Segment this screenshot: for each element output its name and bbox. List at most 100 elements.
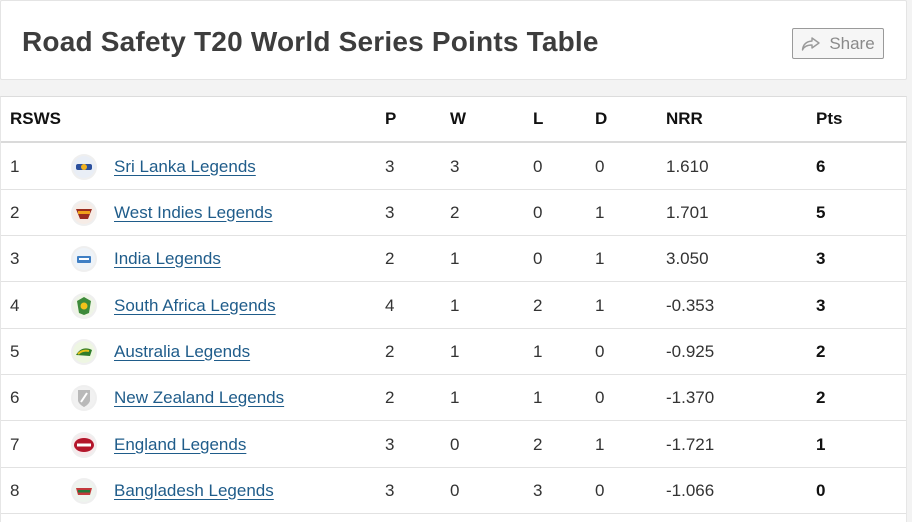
draw-cell: 1: [595, 295, 605, 315]
won-cell: 1: [450, 341, 460, 361]
team-logo-icon: [71, 431, 97, 458]
team-name-cell: England Legends: [114, 422, 246, 467]
won-cell: 1: [450, 387, 460, 407]
table-header-row: RSWS P W L D NRR Pts: [1, 97, 906, 143]
rank-cell: 5: [10, 341, 20, 361]
nrr-cell: 1.610: [666, 156, 709, 176]
team-name-cell: India Legends: [114, 236, 221, 281]
won-cell: 3: [450, 156, 460, 176]
played-cell: 3: [385, 202, 395, 222]
rank-cell: 3: [10, 248, 20, 268]
nrr-cell: -0.925: [666, 341, 715, 361]
rank-cell: 8: [10, 480, 20, 500]
won-cell: 0: [450, 434, 460, 454]
column-header-rank[interactable]: RSWS: [10, 109, 61, 128]
won-cell: 0: [450, 480, 460, 500]
points-cell: 5: [816, 202, 826, 222]
share-label: Share: [829, 33, 875, 53]
team-name-cell: West Indies Legends: [114, 190, 272, 235]
team-logo-icon: [71, 292, 97, 319]
page-title: Road Safety T20 World Series Points Tabl…: [22, 26, 599, 57]
draw-cell: 0: [595, 480, 605, 500]
lost-cell: 1: [533, 387, 543, 407]
table-row: 6 New Zealand Legends 2 1 1 0 -1.370 2: [1, 375, 906, 421]
rank-cell: 2: [10, 202, 20, 222]
won-cell: 1: [450, 248, 460, 268]
draw-cell: 1: [595, 202, 605, 222]
nrr-cell: 3.050: [666, 248, 709, 268]
table-row: 8 Bangladesh Legends 3 0 3 0 -1.066 0: [1, 468, 906, 514]
column-header-played[interactable]: P: [385, 109, 397, 128]
team-link[interactable]: South Africa Legends: [114, 295, 276, 315]
rank-cell: 6: [10, 387, 20, 407]
team-logo-icon: [71, 338, 97, 365]
played-cell: 2: [385, 341, 395, 361]
team-logo-icon: [71, 245, 97, 272]
team-logo-icon: [71, 153, 97, 180]
lost-cell: 0: [533, 202, 543, 222]
table-row: 3 India Legends 2 1 0 1 3.050 3: [1, 236, 906, 282]
nrr-cell: -1.370: [666, 387, 715, 407]
nrr-cell: -0.353: [666, 295, 715, 315]
lost-cell: 0: [533, 156, 543, 176]
team-logo-icon: [71, 477, 97, 504]
team-logo-icon: [71, 199, 97, 226]
lost-cell: 2: [533, 434, 543, 454]
share-button[interactable]: Share: [792, 28, 884, 59]
table-row: 2 West Indies Legends 3 2 0 1 1.701 5: [1, 190, 906, 236]
column-header-lost[interactable]: L: [533, 109, 544, 128]
draw-cell: 0: [595, 387, 605, 407]
column-header-points[interactable]: Pts: [816, 109, 843, 128]
lost-cell: 3: [533, 480, 543, 500]
team-name-cell: Bangladesh Legends: [114, 468, 274, 513]
team-link[interactable]: West Indies Legends: [114, 202, 273, 222]
team-link[interactable]: England Legends: [114, 434, 247, 454]
title-card: Road Safety T20 World Series Points Tabl…: [0, 0, 907, 80]
table-row: 1 Sri Lanka Legends 3 3 0 0 1.610 6: [1, 144, 906, 190]
team-name-cell: Australia Legends: [114, 329, 250, 374]
column-header-won[interactable]: W: [450, 109, 467, 128]
played-cell: 3: [385, 434, 395, 454]
team-link[interactable]: India Legends: [114, 248, 221, 268]
team-link[interactable]: Australia Legends: [114, 341, 251, 361]
points-cell: 3: [816, 248, 826, 268]
rank-cell: 1: [10, 156, 20, 176]
points-cell: 3: [816, 295, 826, 315]
table-row: 7 England Legends 3 0 2 1 -1.721 1: [1, 422, 906, 468]
team-logo-icon: [71, 384, 97, 411]
points-cell: 1: [816, 434, 826, 454]
rank-cell: 7: [10, 434, 20, 454]
team-link[interactable]: New Zealand Legends: [114, 387, 285, 407]
played-cell: 3: [385, 156, 395, 176]
column-header-draw[interactable]: D: [595, 109, 608, 128]
india-legends-logo: [71, 236, 97, 281]
team-link[interactable]: Sri Lanka Legends: [114, 156, 256, 176]
draw-cell: 1: [595, 434, 605, 454]
played-cell: 2: [385, 387, 395, 407]
won-cell: 1: [450, 295, 460, 315]
england-legends-logo: [71, 422, 97, 467]
australia-legends-logo: [71, 329, 97, 374]
played-cell: 4: [385, 295, 395, 315]
column-header-nrr[interactable]: NRR: [666, 109, 703, 128]
team-link[interactable]: Bangladesh Legends: [114, 480, 274, 500]
points-table: RSWS P W L D NRR Pts 1 Sri Lanka Legends 3…: [0, 96, 907, 522]
table-row: 5 Australia Legends 2 1 1 0 -0.925 2: [1, 329, 906, 375]
bangladesh-legends-logo: [71, 468, 97, 513]
draw-cell: 0: [595, 341, 605, 361]
new-zealand-legends-logo: [71, 375, 97, 420]
nrr-cell: -1.721: [666, 434, 715, 454]
table-row: 4 South Africa Legends 4 1 2 1 -0.353 3: [1, 283, 906, 329]
lost-cell: 1: [533, 341, 543, 361]
team-name-cell: New Zealand Legends: [114, 375, 284, 420]
played-cell: 2: [385, 248, 395, 268]
team-name-cell: South Africa Legends: [114, 283, 276, 328]
sri-lanka-legends-logo: [71, 144, 97, 189]
won-cell: 2: [450, 202, 460, 222]
team-name-cell: Sri Lanka Legends: [114, 144, 256, 189]
points-cell: 2: [816, 387, 826, 407]
rank-cell: 4: [10, 295, 20, 315]
share-icon: [801, 36, 821, 52]
points-cell: 2: [816, 341, 826, 361]
played-cell: 3: [385, 480, 395, 500]
